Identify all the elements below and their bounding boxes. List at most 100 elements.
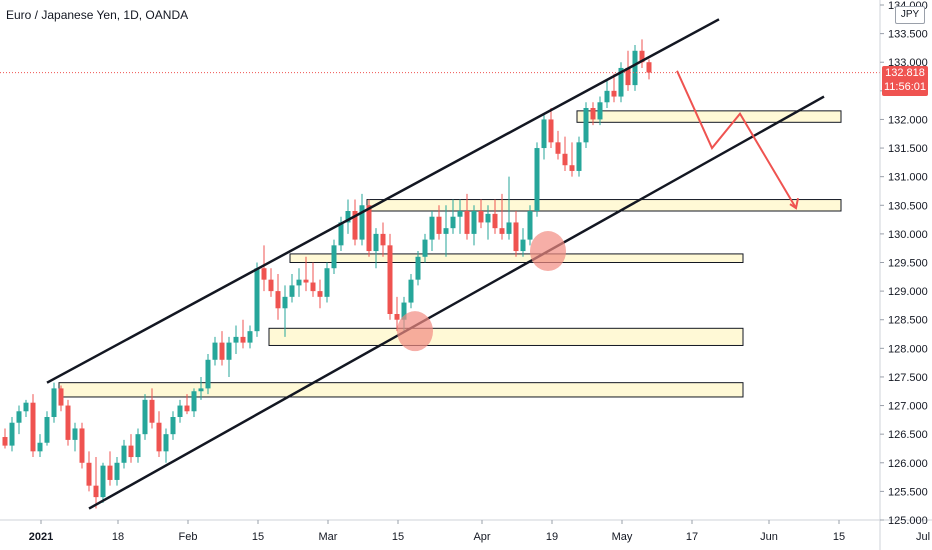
- last-price-tag: 132.818 11:56:01: [882, 66, 928, 96]
- candle-body: [331, 245, 337, 269]
- y-tick-label: 130.500: [888, 200, 928, 212]
- currency-button[interactable]: JPY: [895, 6, 925, 24]
- candle-body: [590, 108, 596, 120]
- candle-body: [422, 239, 428, 257]
- candle-body: [562, 153, 568, 166]
- candle-body: [247, 331, 253, 343]
- highlight-circle: [530, 231, 566, 272]
- x-tick-label: 15: [252, 531, 264, 543]
- candle-body: [58, 388, 64, 406]
- y-tick-label: 127.000: [888, 401, 928, 413]
- candle-body: [338, 222, 344, 246]
- last-price-value: 132.818: [885, 67, 925, 79]
- candle-body: [93, 485, 99, 498]
- projection-path: [676, 70, 797, 209]
- candle-body: [317, 291, 323, 297]
- candle-body: [212, 342, 218, 360]
- candle-body: [443, 228, 449, 234]
- bar-countdown: 11:56:01: [883, 81, 926, 93]
- x-tick-label: 18: [112, 531, 124, 543]
- candle-body: [121, 445, 127, 463]
- candle-body: [408, 279, 414, 303]
- candle-body: [268, 279, 274, 292]
- candle-body: [646, 62, 652, 73]
- x-tick-label: 15: [392, 531, 404, 543]
- y-tick-label: 128.000: [888, 343, 928, 355]
- candle-body: [583, 108, 589, 143]
- candle-body: [303, 279, 309, 283]
- y-tick-label: 131.500: [888, 143, 928, 155]
- candle-body: [72, 428, 78, 440]
- candle-body: [548, 119, 554, 143]
- y-tick-label: 128.500: [888, 315, 928, 327]
- candle-body: [625, 67, 631, 86]
- x-tick-label: 17: [686, 531, 698, 543]
- candle-body: [597, 102, 603, 120]
- zone-130-5: [366, 199, 842, 212]
- candle-body: [520, 239, 526, 252]
- candle-body: [618, 67, 624, 97]
- candle-body: [2, 437, 8, 446]
- candle-body: [282, 296, 288, 309]
- candle-body: [513, 222, 519, 252]
- candle-body: [485, 213, 491, 223]
- lower-channel: [88, 95, 825, 510]
- candle-body: [44, 417, 50, 443]
- trendlines-layer: [0, 18, 880, 510]
- candle-body: [639, 50, 645, 63]
- candle-body: [611, 90, 617, 97]
- projection-arrowhead: [789, 197, 799, 210]
- x-tick-label: 19: [546, 531, 558, 543]
- y-tick-label: 125.500: [888, 486, 928, 498]
- candle-body: [107, 465, 113, 480]
- x-tick-label: Feb: [179, 531, 198, 543]
- candle-body: [275, 291, 281, 309]
- candle-body: [555, 142, 561, 154]
- zone-128: [268, 327, 744, 346]
- candle-body: [471, 211, 477, 234]
- y-tick-label: 126.000: [888, 458, 928, 470]
- candle-body: [534, 148, 540, 211]
- candle-body: [177, 405, 183, 417]
- candle-body: [9, 422, 15, 446]
- candle-body: [415, 256, 421, 280]
- zone-132: [576, 110, 842, 123]
- x-tick-label: Jul: [916, 531, 930, 543]
- candle-body: [352, 211, 358, 240]
- candle-body: [310, 282, 316, 292]
- candle-body: [296, 279, 302, 286]
- candle-body: [373, 233, 379, 252]
- candle-body: [100, 465, 106, 498]
- candle-body: [380, 233, 386, 246]
- y-tick-label: 127.500: [888, 372, 928, 384]
- x-tick-label: 15: [833, 531, 845, 543]
- y-tick-label: 132.000: [888, 114, 928, 126]
- candle-body: [198, 388, 204, 392]
- candle-body: [226, 342, 232, 360]
- y-tick-label: 130.000: [888, 229, 928, 241]
- candle-body: [128, 445, 134, 458]
- candle-body: [86, 462, 92, 486]
- x-tick-label: 2021: [29, 531, 53, 543]
- candle-body: [576, 142, 582, 171]
- candle-body: [170, 417, 176, 435]
- candle-body: [65, 405, 71, 440]
- y-tick-label: 133.500: [888, 29, 928, 41]
- candles-layer: [2, 39, 652, 509]
- highlight-circle: [397, 311, 433, 352]
- x-tick-label: May: [612, 531, 633, 543]
- candle-body: [142, 399, 148, 435]
- y-tick-label: 131.000: [888, 172, 928, 184]
- candle-body: [16, 411, 22, 423]
- candle-body: [233, 336, 239, 343]
- candle-body: [457, 211, 463, 217]
- candle-body: [604, 90, 610, 103]
- x-tick-label: Mar: [319, 531, 338, 543]
- candle-body: [135, 434, 141, 458]
- candle-body: [387, 245, 393, 314]
- candle-body: [450, 216, 456, 229]
- candle-body: [464, 211, 470, 234]
